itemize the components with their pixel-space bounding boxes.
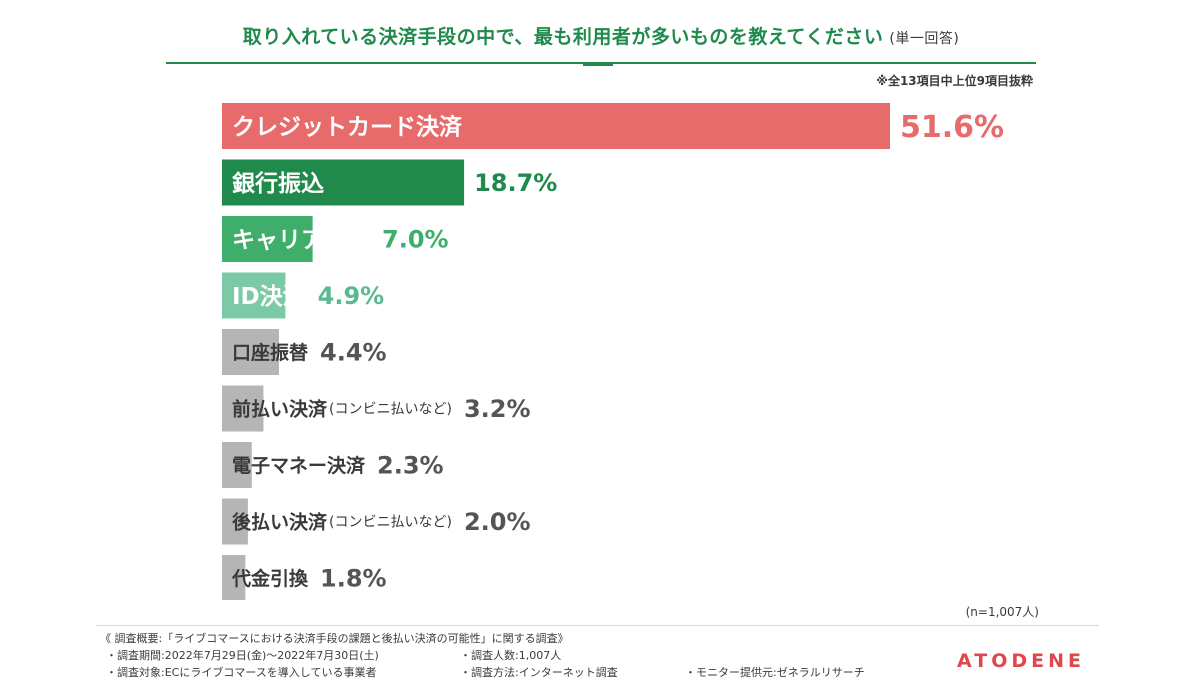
bar-value-0: 51.6% <box>900 110 1004 145</box>
bar-label-suffix-7: (コンビニ払いなど) <box>329 515 452 531</box>
survey-target: ・調査対象:ECにライブコマースを導入している事業者 <box>106 666 377 679</box>
item-selection-note: ※全13項目中上位9項目抜粋 <box>876 74 1033 88</box>
bar-4 <box>222 329 279 375</box>
bar-3 <box>222 272 286 319</box>
bar-value-6: 2.3% <box>377 452 444 480</box>
survey-respondents: ・調査人数:1,007人 <box>460 649 562 662</box>
survey-summary: 《 調査概要:「ライブコマースにおける決済手段の課題と後払い決済の可能性」に関す… <box>100 632 569 645</box>
survey-method: ・調査方法:インターネット調査 <box>460 666 618 679</box>
atodene-logo: ATODENE <box>957 650 1085 672</box>
sample-size-note: (n=1,007人) <box>965 605 1039 619</box>
bar-chart: クレジットカード決済 51.6% 銀行振込 18.7% キャリア決済 7.0% ID決済 4.… <box>222 103 1004 600</box>
bar-8 <box>222 555 246 600</box>
footer-divider <box>96 625 1099 626</box>
bar-label-8: 代金引換 <box>231 567 309 590</box>
bar-label-3: ID決済 <box>232 283 307 310</box>
bar-6 <box>222 442 252 488</box>
survey-provider: ・モニター提供元:ゼネラルリサーチ <box>685 666 865 679</box>
bar-2 <box>222 216 313 262</box>
bar-label-4: 口座振替 <box>232 341 309 364</box>
bar-1 <box>222 159 465 206</box>
bar-0 <box>222 103 890 149</box>
title-underline-accent <box>583 62 613 66</box>
bar-value-3: 4.9% <box>318 282 385 310</box>
bar-value-2: 7.0% <box>382 226 449 254</box>
bar-value-5: 3.2% <box>464 395 531 423</box>
bar-value-8: 1.8% <box>320 565 387 593</box>
bar-label-5: 前払い決済 <box>232 397 328 420</box>
bar-label-1: 銀行振込 <box>232 170 324 197</box>
title-answer-type: (単一回答) <box>889 31 960 47</box>
bar-value-7: 2.0% <box>464 508 531 536</box>
chart-title: 取り入れている決済手段の中で、最も利用者が多いものを教えてください (単一回答) <box>166 22 1036 49</box>
bar-value-4: 4.4% <box>320 339 387 367</box>
bar-5 <box>222 385 264 432</box>
bar-label-2: キャリア決済 <box>232 226 371 253</box>
survey-period: ・調査期間:2022年7月29日(金)〜2022年7月30日(土) <box>106 649 379 662</box>
bar-label-0: クレジットカード決済 <box>232 113 463 140</box>
bar-label-7: 後払い決済 <box>232 510 328 533</box>
title-text: 取り入れている決済手段の中で、最も利用者が多いものを教えてください <box>242 26 884 48</box>
bar-7 <box>222 498 248 545</box>
bar-label-suffix-5: (コンビニ払いなど) <box>329 402 452 418</box>
bar-value-1: 18.7% <box>474 169 557 197</box>
bar-label-6: 電子マネー決済 <box>232 454 366 477</box>
survey-footer: 《 調査概要:「ライブコマースにおける決済手段の課題と後払い決済の可能性」に関す… <box>100 630 1100 681</box>
